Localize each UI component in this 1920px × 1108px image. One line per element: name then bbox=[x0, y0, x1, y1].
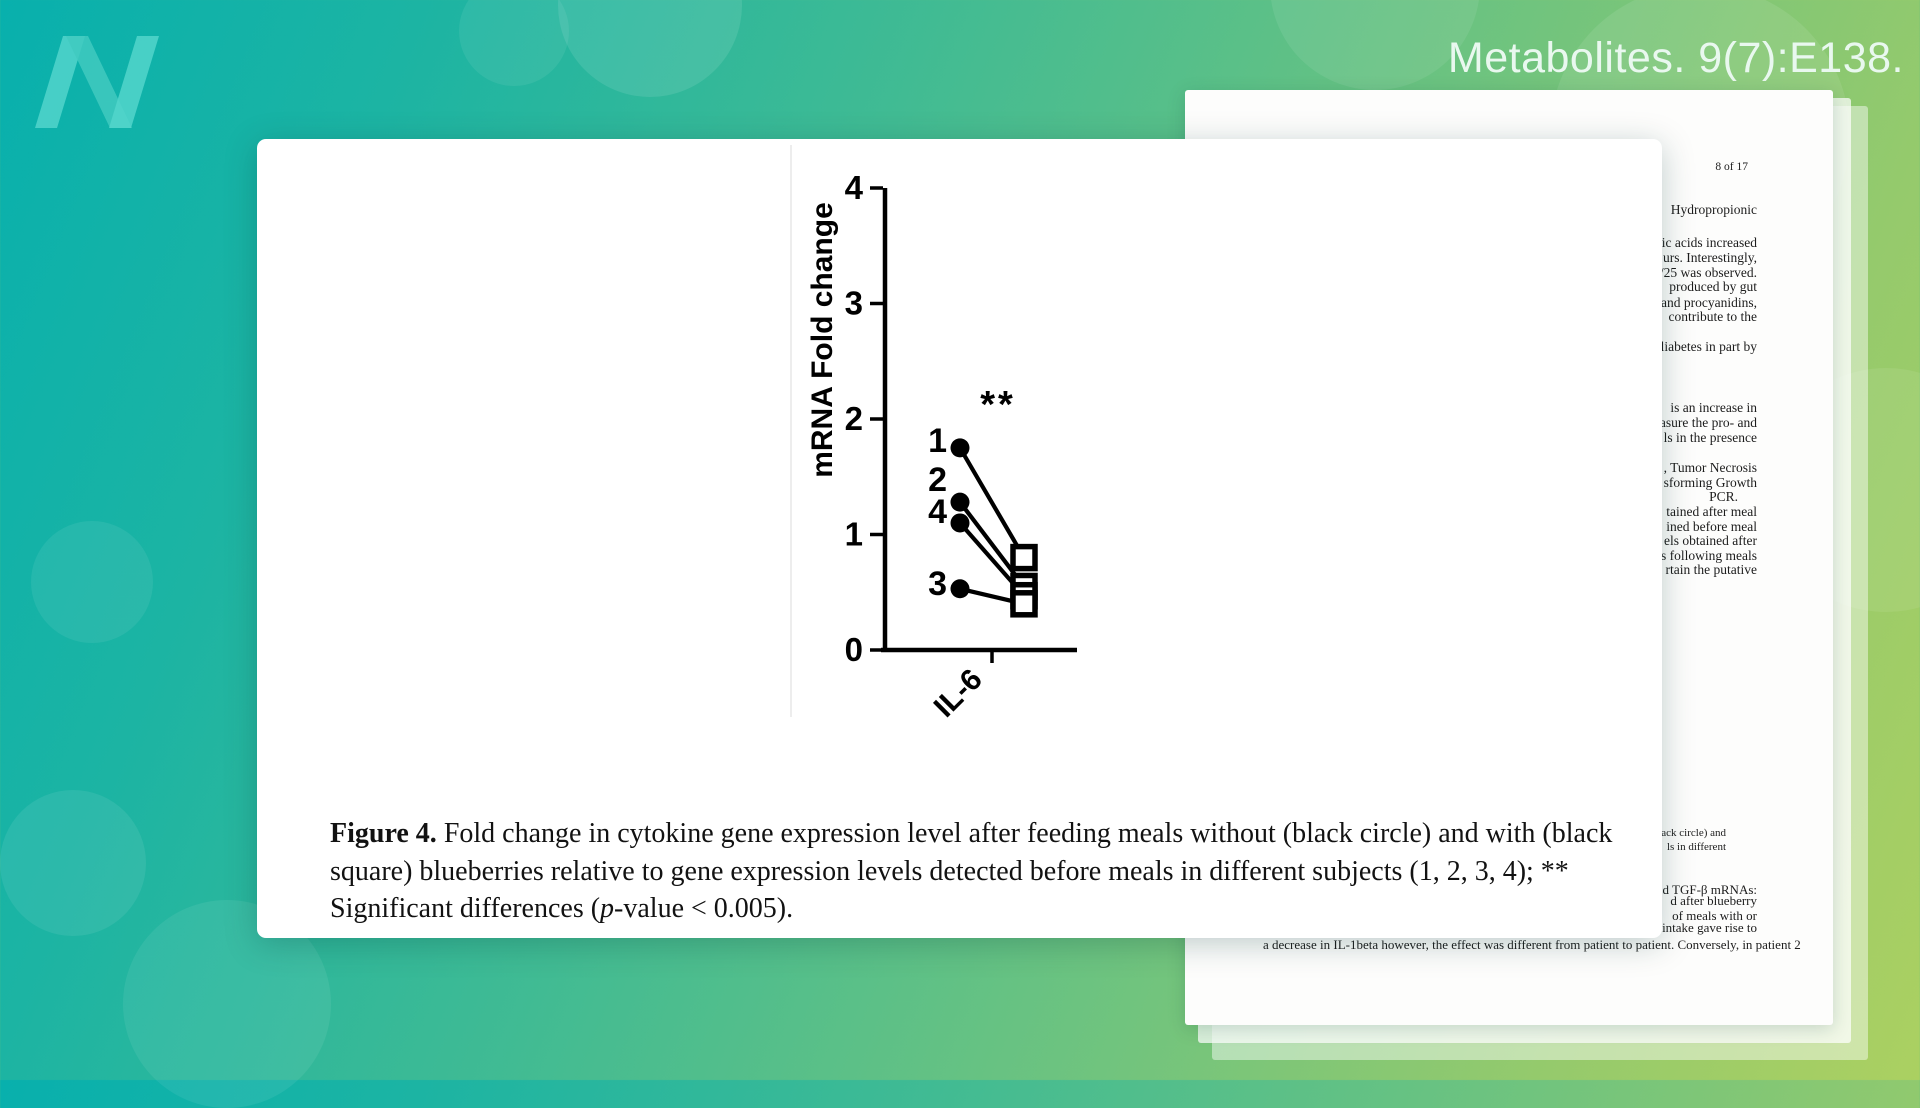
paper-text-fragment: s following meals bbox=[1661, 548, 1757, 563]
before-circle-marker bbox=[950, 513, 970, 533]
bokeh-circle bbox=[31, 521, 153, 643]
pair-line bbox=[958, 500, 1026, 588]
paper-text-fragment: Hydropropionic bbox=[1670, 202, 1757, 217]
y-axis-title: mRNA Fold change bbox=[806, 202, 839, 478]
paper-text-fragment: ic acids increased bbox=[1661, 235, 1757, 250]
paper-text-fragment: d TGF-β mRNAs: bbox=[1662, 882, 1758, 897]
before-circle-marker bbox=[950, 579, 970, 599]
y-tick-label: 0 bbox=[845, 631, 863, 668]
before-circle-marker bbox=[950, 438, 970, 458]
figure-caption-tail: -value < 0.005). bbox=[614, 893, 794, 924]
figure-card: 0 1 2 3 4 mRNA Fold change IL-6 ** 1 2 4 3 Figure 4… bbox=[257, 139, 1662, 938]
subject-label: 2 bbox=[928, 461, 947, 499]
y-tick-label: 2 bbox=[845, 400, 863, 437]
figure-caption-body: Fold change in cytokine gene expression … bbox=[330, 818, 1613, 924]
paper-text-fragment: rtain the putative bbox=[1665, 562, 1757, 577]
paper-text-fragment: ls in different bbox=[1666, 841, 1726, 853]
paper-text-fragment: intake gave rise to bbox=[1662, 920, 1757, 935]
paper-text-fragment: , Tumor Necrosis bbox=[1663, 460, 1757, 475]
paper-text-fragment: urs. Interestingly, bbox=[1663, 250, 1757, 265]
y-tick-label: 4 bbox=[845, 169, 864, 206]
paper-text-fragment: asure the pro- and bbox=[1659, 415, 1757, 430]
paper-text-fragment: ined before meal bbox=[1666, 519, 1757, 534]
paper-text-fragment: d after blueberry bbox=[1670, 893, 1757, 908]
bokeh-circle bbox=[558, 0, 742, 97]
before-circle-marker bbox=[950, 492, 970, 512]
paper-text-fragment: sforming Growth bbox=[1663, 475, 1757, 490]
paper-text-fragment: of meals with or bbox=[1672, 908, 1757, 923]
subject-label: 3 bbox=[928, 565, 947, 603]
subject-label: 4 bbox=[928, 493, 947, 531]
paper-text-fragment: contribute to the bbox=[1668, 309, 1757, 324]
paper-text-fragment: tained after meal bbox=[1666, 504, 1757, 519]
y-tick-label: 1 bbox=[845, 516, 863, 553]
significance-annotation: ** bbox=[980, 384, 1016, 426]
paper-text-fragment: PCR. bbox=[1709, 489, 1738, 504]
paper-text-fragment: is an increase in bbox=[1670, 400, 1757, 415]
figure-caption-p: p bbox=[600, 893, 615, 924]
x-category-label: IL-6 bbox=[928, 663, 989, 724]
paper-text-fragment: liabetes in part by bbox=[1660, 339, 1757, 354]
paper-text-fragment: /25 was observed. bbox=[1659, 265, 1757, 280]
journal-citation: Metabolites. 9(7):E138. bbox=[1447, 34, 1904, 82]
subject-label: 1 bbox=[928, 422, 947, 460]
bokeh-circle bbox=[0, 790, 146, 936]
figure-caption: Figure 4. Fold change in cytokine gene e… bbox=[330, 815, 1615, 928]
paper-text-fragment: ack circle) and bbox=[1661, 827, 1726, 839]
figure-image-edge bbox=[790, 145, 792, 717]
logo-n-icon bbox=[35, 36, 159, 128]
after-square-marker bbox=[1010, 543, 1038, 572]
after-square-marker bbox=[1010, 590, 1038, 618]
y-tick-label: 3 bbox=[845, 285, 863, 322]
paper-text-fragment: 8 of 17 bbox=[1715, 161, 1748, 173]
paper-text-fragment: ls in the presence bbox=[1663, 430, 1757, 445]
pair-line bbox=[958, 446, 1026, 559]
figure-caption-label: Figure 4. bbox=[330, 818, 437, 849]
paper-text-fragment: produced by gut bbox=[1669, 279, 1757, 294]
bokeh-circle bbox=[459, 0, 569, 86]
paper-text-fragment: els obtained after bbox=[1664, 533, 1757, 548]
paper-text-fragment: a decrease in IL-1beta however, the effe… bbox=[1263, 937, 1801, 952]
paper-text-fragment: and procyanidins, bbox=[1661, 295, 1757, 310]
